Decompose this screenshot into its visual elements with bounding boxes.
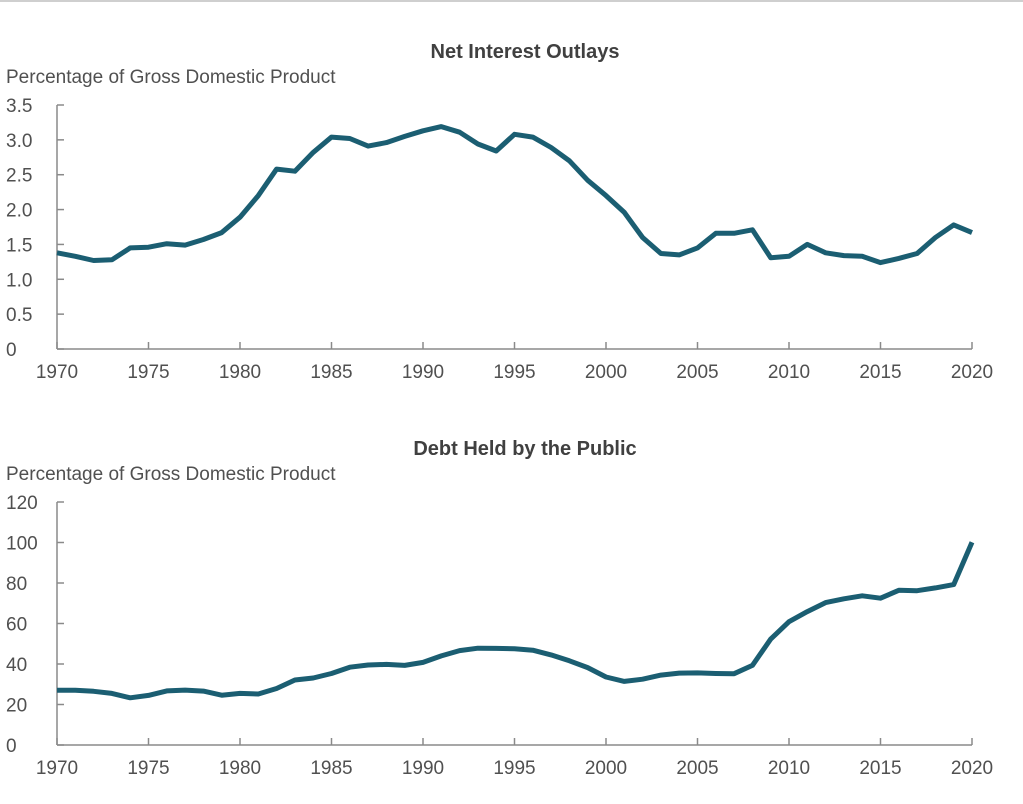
series-line — [56, 124, 973, 266]
axes — [56, 501, 973, 746]
x-tick-label: 2000 — [585, 758, 627, 779]
y-tick-label: 2.0 — [6, 201, 32, 222]
y-tick-label: 120 — [6, 493, 38, 514]
y-axis-label: Percentage of Gross Domestic Product — [6, 464, 336, 485]
y-tick-label: 2.5 — [6, 166, 32, 187]
x-tick-label: 2015 — [859, 758, 901, 779]
x-tick-label: 2015 — [859, 362, 901, 383]
x-tick-label: 2020 — [951, 758, 993, 779]
series-layer — [57, 541, 975, 701]
x-tick-labels: 1970 1975 1980 1985 1990 1995 2000 2005 2010 2015… — [36, 758, 993, 779]
y-tick-label: 60 — [6, 615, 27, 636]
x-tick-label: 2010 — [768, 758, 810, 779]
y-axis-label: Percentage of Gross Domestic Product — [6, 67, 336, 88]
chart-title: Debt Held by the Public — [413, 438, 636, 460]
y-tick-label: 20 — [6, 696, 27, 717]
x-tick-label: 2005 — [676, 362, 718, 383]
x-tick-label: 2000 — [585, 362, 627, 383]
x-tick-label: 1975 — [127, 362, 169, 383]
debt-held-chart: Debt Held by the Public Percentage of Gr… — [6, 438, 993, 779]
y-tick-label: 0 — [6, 340, 17, 361]
chart-title: Net Interest Outlays — [431, 41, 620, 63]
y-tick-label: 3.0 — [6, 131, 32, 152]
x-tick-label: 1970 — [36, 362, 78, 383]
y-tick-label: 1.5 — [6, 235, 32, 256]
net-interest-chart: Net Interest Outlays Percentage of Gross… — [6, 41, 993, 383]
x-tick-label: 2005 — [676, 758, 718, 779]
series-layer — [56, 124, 973, 266]
x-tick-label: 1985 — [310, 362, 352, 383]
y-tick-label: 0 — [6, 736, 17, 757]
y-tick-label: 3.5 — [6, 96, 32, 117]
x-tick-label: 1980 — [219, 758, 261, 779]
y-tick-labels: 0 20 40 60 80 100 120 — [6, 493, 38, 757]
x-tick-label: 2020 — [951, 362, 993, 383]
x-tick-label: 1975 — [127, 758, 169, 779]
y-tick-labels: 0 0.5 1.0 1.5 2.0 2.5 3.0 3.5 — [6, 96, 32, 361]
y-tick-label: 80 — [6, 574, 27, 595]
x-tick-label: 1995 — [493, 362, 535, 383]
x-tick-label: 1995 — [493, 758, 535, 779]
series-line — [57, 541, 975, 701]
y-tick-label: 0.5 — [6, 305, 32, 326]
y-tick-label: 40 — [6, 655, 27, 676]
x-tick-label: 2010 — [768, 362, 810, 383]
x-tick-label: 1990 — [402, 362, 444, 383]
x-tick-label: 1980 — [219, 362, 261, 383]
x-tick-label: 1970 — [36, 758, 78, 779]
x-tick-label: 1985 — [310, 758, 352, 779]
x-tick-labels: 1970 1975 1980 1985 1990 1995 2000 2005 2010 2015… — [36, 362, 993, 383]
axes — [56, 104, 973, 350]
x-tick-label: 1990 — [402, 758, 444, 779]
top-divider — [0, 0, 1023, 2]
y-tick-label: 1.0 — [6, 270, 32, 291]
y-tick-label: 100 — [6, 534, 38, 555]
